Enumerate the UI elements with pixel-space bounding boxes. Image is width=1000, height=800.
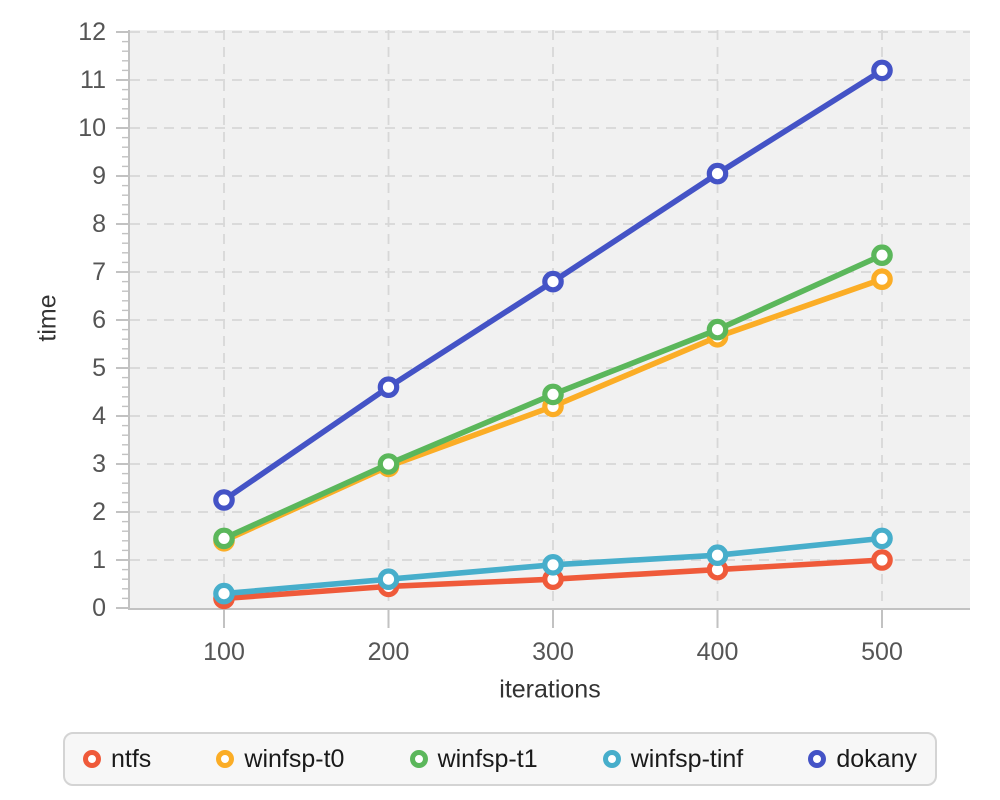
marker-winfsp-t1-100 [213,527,235,550]
x-tick-label-400: 400 [697,638,739,666]
legend-label-winfsp-tinf: winfsp-tinf [630,744,744,773]
marker-winfsp-t1-300 [542,383,564,406]
legend-item-dokany[interactable]: dokany [808,744,917,773]
legend-label-dokany: dokany [836,744,917,773]
legend-item-winfsp-t1[interactable]: winfsp-t1 [409,744,538,773]
y-tick-label-6: 6 [92,306,106,334]
legend-label-winfsp-t0: winfsp-t0 [244,744,345,773]
x-tick-label-300: 300 [532,638,574,666]
marker-winfsp-t1-400 [706,318,729,341]
y-tick-label-2: 2 [92,498,106,526]
marker-winfsp-tinf-100 [213,582,235,605]
y-tick-label-7: 7 [92,258,106,286]
y-tick-label-1: 1 [92,546,106,574]
marker-dokany-300 [542,270,564,293]
marker-winfsp-t1-200 [377,453,400,475]
x-axis-title: iterations [499,675,601,704]
legend-item-winfsp-tinf[interactable]: winfsp-tinf [602,744,744,773]
legend-item-ntfs[interactable]: ntfs [83,744,152,773]
marker-winfsp-t0-500 [871,268,893,290]
legend-label-winfsp-t1: winfsp-t1 [437,744,538,773]
legend-marker-ntfs [83,750,101,768]
y-tick-label-12: 12 [78,18,106,46]
y-axis-title: time [33,294,62,342]
marker-dokany-500 [871,59,893,82]
legend-marker-winfsp-t1 [409,750,428,768]
marker-winfsp-tinf-200 [377,568,400,590]
y-tick-label-5: 5 [92,354,106,382]
marker-dokany-400 [706,162,729,185]
legend-marker-winfsp-tinf [602,750,621,768]
legend-label-ntfs: ntfs [111,744,152,773]
legend-item-winfsp-t0[interactable]: winfsp-t0 [216,744,345,773]
x-tick-label-200: 200 [368,638,410,666]
marker-dokany-200 [377,376,400,398]
marker-winfsp-tinf-400 [706,544,729,566]
y-tick-label-0: 0 [92,594,106,622]
legend-marker-dokany [808,750,827,768]
y-tick-label-11: 11 [80,66,106,94]
y-tick-label-8: 8 [92,210,106,238]
legend-marker-winfsp-t0 [216,750,235,768]
x-tick-label-100: 100 [203,638,245,666]
marker-ntfs-500 [871,549,893,571]
y-tick-label-10: 10 [78,114,106,142]
x-tick-label-500: 500 [861,638,903,666]
marker-dokany-100 [213,489,235,511]
marker-winfsp-tinf-500 [871,527,893,550]
y-tick-label-4: 4 [92,402,106,430]
y-tick-label-9: 9 [92,162,106,190]
y-tick-label-3: 3 [92,450,106,478]
marker-winfsp-t1-500 [871,244,893,266]
marker-winfsp-tinf-300 [542,553,564,576]
legend: ntfs winfsp-t0 winfsp-t1 winfsp-tinf dokany [63,732,937,786]
